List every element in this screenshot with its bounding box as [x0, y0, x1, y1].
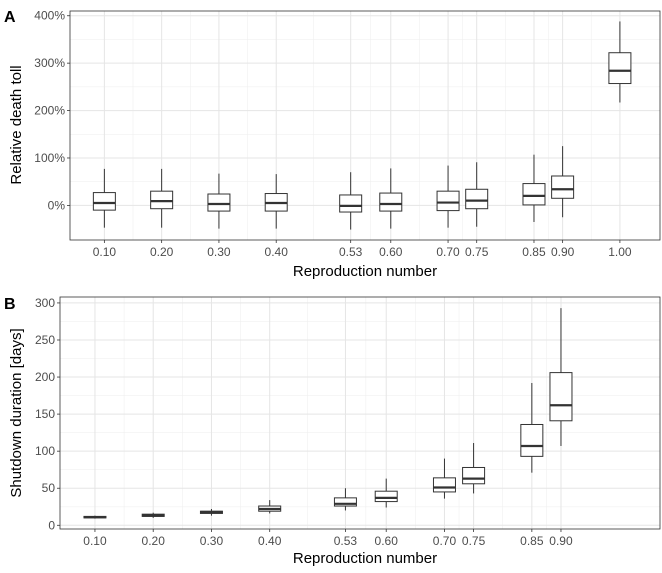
panel-a-x-tick-label: 1.00 — [608, 245, 632, 259]
panel-a-x-tick-label: 0.60 — [379, 245, 403, 259]
panel-a-box-iqr — [207, 193, 231, 212]
panel-a-x-tick-label: 0.40 — [265, 245, 289, 259]
panel-a-box — [264, 174, 288, 229]
panel-a-y-tick-label: 400% — [34, 9, 65, 23]
panel-a-x-tick-label: 0.75 — [465, 245, 489, 259]
panel-a-x-ticks: 0.10 0.20 0.30 0.40 0.53 0.60 0.70 0.75 0.85 0.90… — [93, 240, 632, 259]
panel-a-box — [379, 168, 403, 229]
panel-b-box-iqr — [374, 490, 398, 503]
panel-a-box — [207, 173, 231, 229]
panel-b-y-tick-label: 100 — [35, 444, 55, 458]
panel-b-y-tick-label: 50 — [42, 481, 56, 495]
panel-a-chart: A 0% 100% 200% 300% 400% 0.10 0.20 0.30 0.40 0.5… — [4, 9, 661, 280]
panel-a-box-iqr — [522, 183, 546, 206]
panel-b-x-tick-label: 0.85 — [520, 534, 544, 548]
panel-b-box-iqr — [432, 477, 456, 493]
panel-b-x-tick-label: 0.20 — [142, 534, 166, 548]
panel-a-box-iqr — [465, 188, 489, 210]
panel-a-box — [339, 172, 363, 230]
panel-a-y-tick-label: 300% — [34, 56, 65, 70]
panel-b-x-tick-label: 0.30 — [200, 534, 224, 548]
panel-b-x-tick-label: 0.40 — [258, 534, 282, 548]
panel-b-y-tick-label: 150 — [35, 407, 55, 421]
panel-b-chart: B 0 50 100 150 200 250 300 0.10 0.20 0.30 0.40 0.5… — [4, 296, 661, 567]
panel-b-box — [333, 488, 357, 511]
panel-a-y-tick-label: 200% — [34, 104, 65, 118]
panel-b-x-axis-label: Reproduction number — [293, 550, 437, 567]
panel-b-y-tick-label: 300 — [35, 296, 55, 310]
panel-a-box-iqr — [339, 194, 363, 213]
panel-b-y-tick-label: 250 — [35, 333, 55, 347]
panel-a-y-axis-label: Relative death toll — [8, 65, 25, 184]
panel-a-box-iqr — [551, 175, 575, 199]
panel-a-tag: A — [4, 9, 16, 26]
panel-b-box — [520, 382, 544, 473]
panel-a-box — [436, 165, 460, 228]
panel-b-x-tick-label: 0.10 — [83, 534, 107, 548]
panel-a-box-iqr — [92, 192, 116, 211]
panel-b-y-axis-label: Shutdown duration [days] — [8, 328, 25, 497]
panel-b-plot-border — [59, 296, 661, 530]
panel-b-y-tick-label: 200 — [35, 370, 55, 384]
panel-b-box — [83, 515, 107, 519]
panel-b-box — [549, 308, 573, 446]
panel-b-box-iqr — [462, 466, 486, 485]
panel-b-x-ticks: 0.10 0.20 0.30 0.40 0.53 0.60 0.70 0.75 0.85 0.90 — [83, 529, 573, 548]
panel-a-y-tick-label: 0% — [48, 198, 66, 212]
panel-a-box-iqr — [608, 52, 632, 85]
panel-b-box — [432, 458, 456, 499]
panel-a-plot-border — [69, 10, 661, 241]
panel-a-x-tick-label: 0.85 — [522, 245, 546, 259]
panel-b-y-ticks: 0 50 100 150 200 250 300 — [35, 296, 60, 532]
panel-b-boxes — [83, 308, 573, 519]
panel-a-x-axis-label: Reproduction number — [293, 263, 437, 280]
panel-a-box — [465, 162, 489, 227]
panel-b-x-tick-label: 0.75 — [462, 534, 486, 548]
panel-a-box — [551, 146, 575, 218]
panel-b-box — [141, 512, 165, 518]
panel-a-box-iqr — [150, 190, 174, 210]
panel-b-box-iqr — [333, 497, 357, 507]
panel-b-tag: B — [4, 296, 16, 313]
panel-a-box — [608, 21, 632, 103]
panel-a-y-tick-label: 100% — [34, 151, 65, 165]
panel-b-x-tick-label: 0.53 — [334, 534, 358, 548]
panel-a-box-iqr — [379, 192, 403, 212]
panel-b-y-tick-label: 0 — [48, 518, 55, 532]
panel-a-x-tick-label: 0.53 — [339, 245, 363, 259]
panel-b-box-iqr — [520, 423, 544, 457]
panel-b-x-tick-label: 0.60 — [375, 534, 399, 548]
panel-a-x-tick-label: 0.20 — [150, 245, 174, 259]
panel-a-box — [92, 168, 116, 228]
panel-a-x-tick-label: 0.90 — [551, 245, 575, 259]
panel-b-box — [462, 443, 486, 494]
panel-a-box — [522, 154, 546, 222]
panel-a-x-tick-label: 0.70 — [436, 245, 460, 259]
panel-a-x-tick-label: 0.10 — [93, 245, 117, 259]
panel-a-x-tick-label: 0.30 — [207, 245, 231, 259]
panel-a-box — [150, 168, 174, 228]
panel-b-box — [374, 478, 398, 508]
panel-b-x-tick-label: 0.90 — [549, 534, 573, 548]
panel-b-box — [258, 500, 282, 514]
panel-b-x-tick-label: 0.70 — [433, 534, 457, 548]
panel-a-y-ticks: 0% 100% 200% 300% 400% — [34, 9, 70, 212]
panel-b-box-iqr — [549, 372, 573, 422]
panel-a-boxes — [92, 21, 632, 230]
panel-a-box-iqr — [436, 190, 460, 212]
panel-b-box — [199, 508, 223, 516]
